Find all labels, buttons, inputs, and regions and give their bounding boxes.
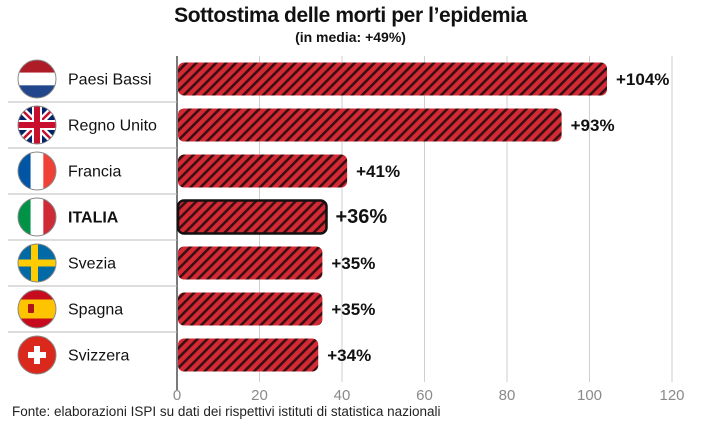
flag-united-kingdom-icon — [18, 106, 56, 144]
category-label: Regno Unito — [68, 118, 157, 135]
bar — [178, 154, 348, 188]
bar — [178, 292, 323, 326]
category-label: ITALIA — [68, 210, 119, 227]
bar — [178, 62, 607, 96]
x-tick-label: 20 — [251, 387, 268, 404]
flag-sweden-icon — [18, 244, 56, 282]
flag-border — [17, 105, 57, 145]
flag-netherlands-icon — [18, 60, 56, 98]
data-label: +93% — [571, 116, 615, 135]
source-note: Fonte: elaborazioni ISPI su dati dei ris… — [12, 404, 441, 419]
flag-border — [17, 243, 57, 283]
bar — [178, 246, 323, 280]
x-tick-label: 60 — [416, 387, 433, 404]
flag-border — [17, 289, 57, 329]
category-label: Svizzera — [68, 348, 129, 365]
data-label: +35% — [331, 300, 375, 319]
x-tick-label: 40 — [334, 387, 351, 404]
x-tick-label: 120 — [659, 387, 684, 404]
x-tick-label: 0 — [173, 387, 181, 404]
chart-title: Sottostima delle morti per l’epidemia — [174, 4, 527, 27]
flag-border — [17, 59, 57, 99]
x-tick-label: 80 — [499, 387, 516, 404]
category-label: Francia — [68, 164, 121, 181]
category-label: Paesi Bassi — [68, 72, 152, 89]
flag-border — [17, 197, 57, 237]
flag-spain-icon — [18, 290, 56, 328]
data-label: +36% — [336, 206, 388, 228]
data-label: +41% — [356, 162, 400, 181]
data-label: +34% — [327, 346, 371, 365]
data-label: +104% — [616, 70, 669, 89]
bar-highlight — [176, 199, 328, 235]
flag-border — [17, 335, 57, 375]
bar — [178, 108, 562, 142]
chart-subtitle: (in media: +49%) — [295, 29, 406, 45]
flag-italy-icon — [18, 198, 56, 236]
flag-border — [17, 151, 57, 191]
flag-switzerland-icon — [18, 336, 56, 374]
x-tick-label: 100 — [577, 387, 602, 404]
bar — [178, 338, 319, 372]
category-label: Svezia — [68, 256, 116, 273]
data-label: +35% — [331, 254, 375, 273]
flag-france-icon — [18, 152, 56, 190]
category-label: Spagna — [68, 302, 123, 319]
